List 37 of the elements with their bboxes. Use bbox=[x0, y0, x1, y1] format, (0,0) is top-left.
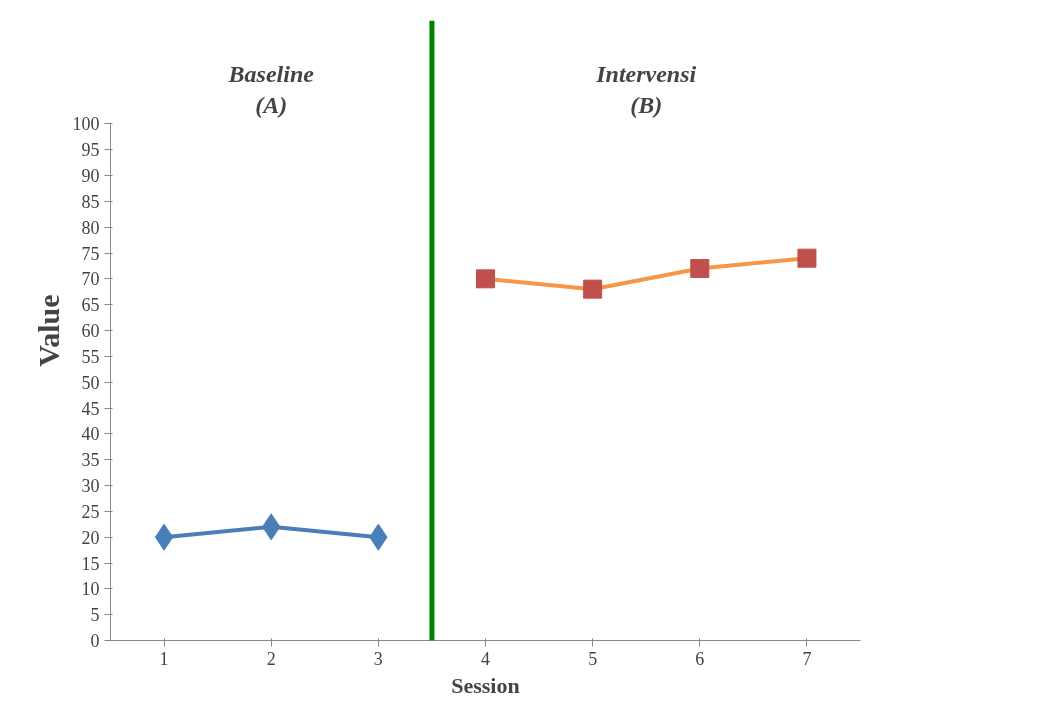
y-tick-label: 20 bbox=[81, 527, 100, 548]
x-tick-label: 1 bbox=[159, 648, 169, 669]
y-tick-label: 55 bbox=[81, 346, 100, 367]
y-tick-label: 100 bbox=[72, 114, 100, 135]
y-tick-label: 15 bbox=[81, 553, 100, 574]
y-tick-label: 5 bbox=[90, 605, 100, 626]
point bbox=[476, 269, 495, 289]
y-tick-label: 35 bbox=[81, 450, 100, 471]
text: Intervensi (B) bbox=[595, 60, 697, 118]
x-tick-label: 7 bbox=[802, 648, 812, 669]
y-tick-label: 60 bbox=[81, 321, 100, 341]
y-axis-title: Value bbox=[31, 294, 65, 367]
text: Baseline (A) bbox=[227, 60, 315, 118]
y-tick-label: 85 bbox=[81, 191, 100, 212]
y-tick-label: 75 bbox=[81, 243, 100, 264]
x-tick-label: 5 bbox=[588, 648, 598, 669]
x-tick-label: 4 bbox=[481, 648, 490, 669]
point bbox=[583, 279, 603, 299]
x-axis-title: Session bbox=[451, 672, 520, 698]
y-tick-label: 40 bbox=[81, 424, 100, 445]
x-tick-label: 3 bbox=[373, 648, 383, 669]
y-tick-label: 90 bbox=[81, 166, 100, 186]
y-tick-label: 50 bbox=[81, 372, 100, 393]
y-tick-label: 95 bbox=[81, 140, 100, 161]
y-tick-label: 70 bbox=[81, 269, 100, 290]
y-tick-label: 10 bbox=[81, 579, 100, 600]
y-tick-label: 25 bbox=[81, 501, 100, 522]
x-tick-label: 2 bbox=[266, 648, 276, 669]
point bbox=[690, 259, 710, 278]
point bbox=[797, 248, 817, 268]
y-tick-label: 80 bbox=[81, 217, 100, 238]
y-tick-label: 0 bbox=[90, 631, 100, 651]
y-tick-label: 30 bbox=[81, 476, 100, 496]
x-tick-label: 6 bbox=[695, 648, 705, 669]
point bbox=[154, 523, 174, 551]
y-tick-label: 45 bbox=[81, 398, 100, 419]
y-tick-label: 65 bbox=[81, 295, 100, 316]
